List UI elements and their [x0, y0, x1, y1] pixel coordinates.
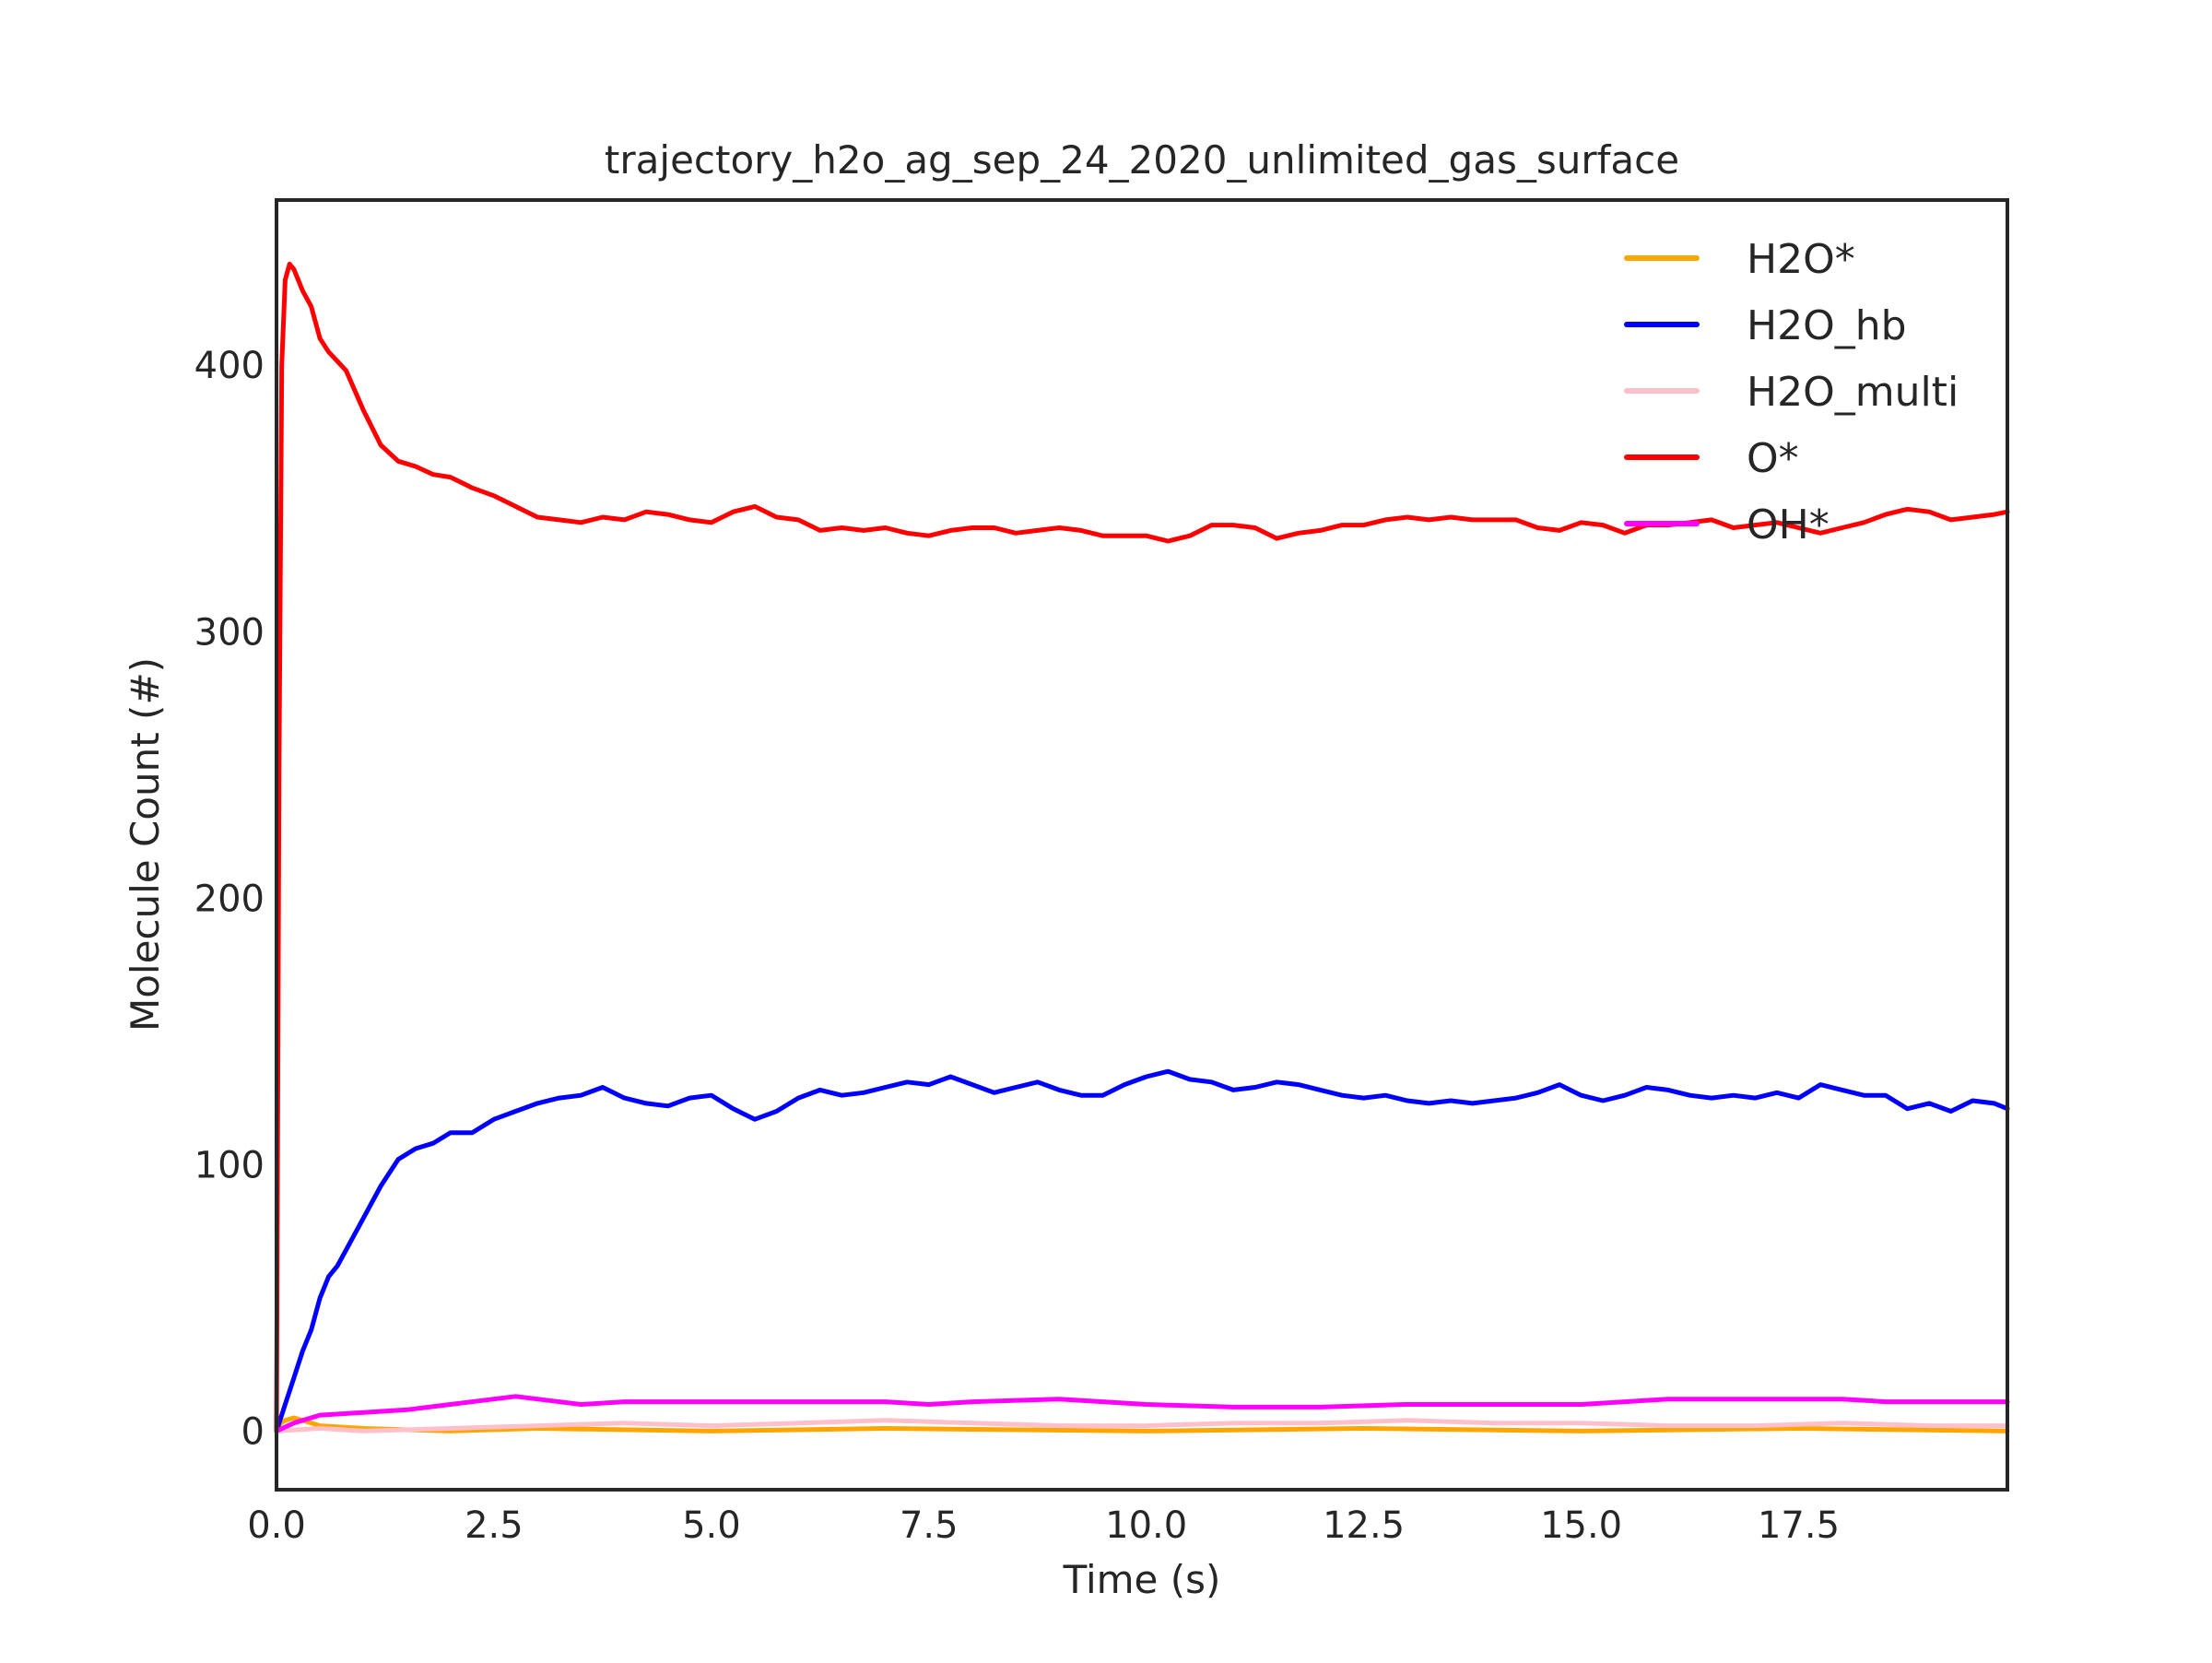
x-tick-label: 15.0 [1540, 1504, 1622, 1547]
x-tick-label: 2.5 [465, 1504, 524, 1547]
x-axis-label: Time (s) [1063, 1557, 1221, 1602]
series-line-h2o-hb [274, 1068, 2010, 1433]
legend-label: O* [1747, 435, 1799, 482]
y-tick-label: 100 [194, 1144, 265, 1186]
series-line-h2o [274, 1415, 2010, 1433]
x-tick-label: 17.5 [1758, 1504, 1840, 1547]
x-tick-label: 7.5 [900, 1504, 959, 1547]
plot-frame [275, 198, 2009, 1492]
legend-label: H2O* [1747, 236, 1855, 283]
legend-label: OH* [1747, 501, 1830, 548]
chart-title: trajectory_h2o_ag_sep_24_2020_unlimited_… [605, 137, 1679, 183]
legend-label: H2O_multi [1747, 369, 1959, 416]
y-axis-ticks: 0 100 200 300 400 [194, 345, 265, 1453]
x-tick-label: 10.0 [1105, 1504, 1187, 1547]
y-tick-label: 300 [194, 611, 265, 654]
y-tick-label: 0 [241, 1410, 265, 1453]
y-axis-label: Molecule Count (#) [123, 657, 168, 1032]
x-axis-ticks: 0.0 2.5 5.0 7.5 10.0 12.5 15.0 17.5 [247, 1504, 1840, 1547]
x-tick-label: 12.5 [1323, 1504, 1405, 1547]
series-line-h2o-multi [274, 1418, 2010, 1433]
y-tick-label: 200 [194, 878, 265, 920]
legend-label: H2O_hb [1747, 302, 1907, 349]
series-line-oh [274, 1394, 2010, 1433]
legend: H2O* H2O_hb H2O_multi O* OH* [1624, 236, 1959, 548]
x-tick-label: 5.0 [682, 1504, 741, 1547]
y-tick-label: 400 [194, 345, 265, 387]
x-tick-label: 0.0 [247, 1504, 306, 1547]
